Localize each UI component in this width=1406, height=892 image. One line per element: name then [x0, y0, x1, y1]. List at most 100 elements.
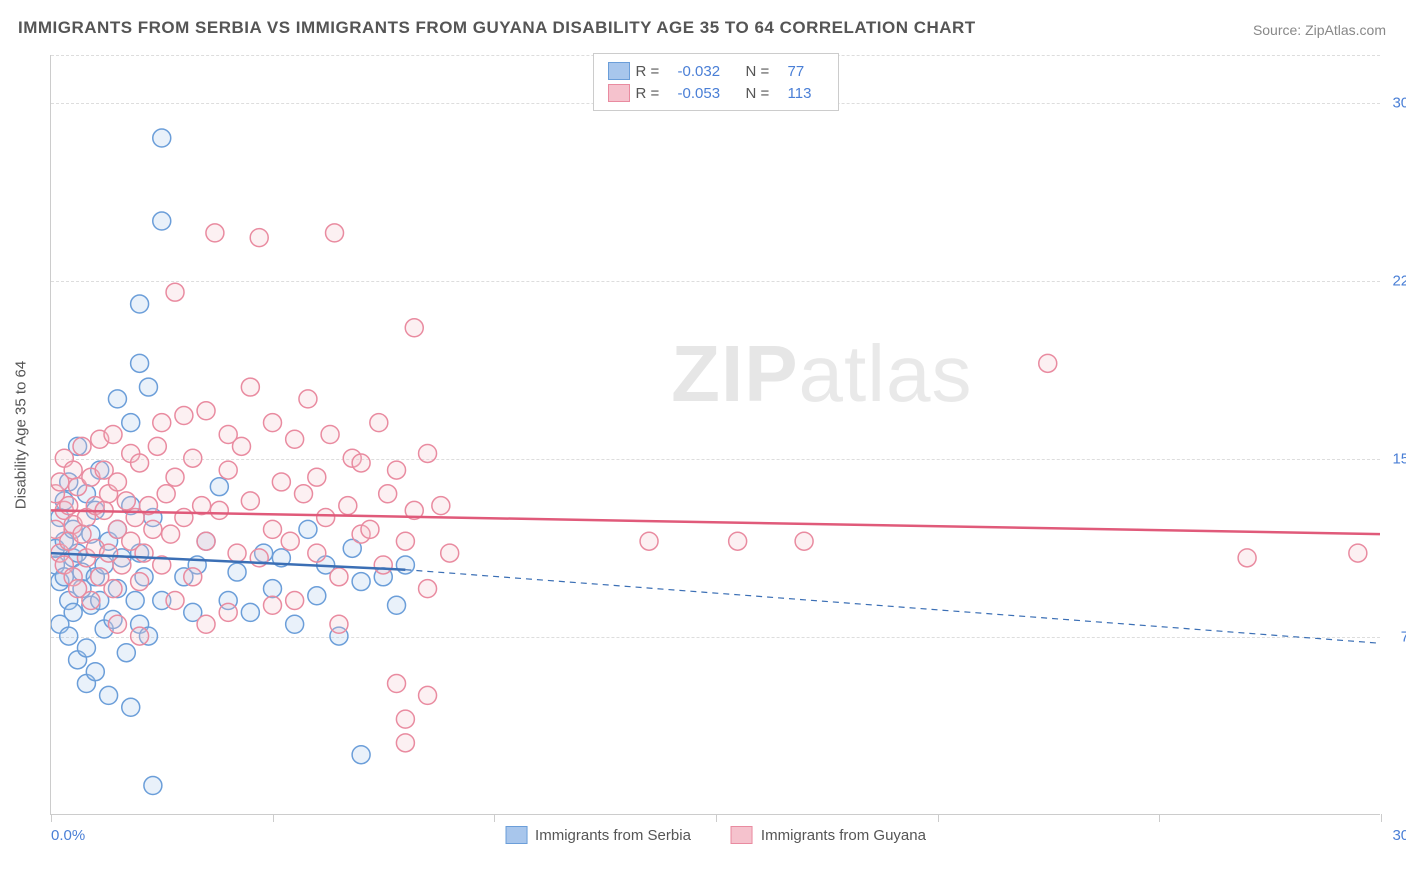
data-point — [264, 414, 282, 432]
data-point — [308, 544, 326, 562]
data-point — [388, 596, 406, 614]
data-point — [104, 426, 122, 444]
data-point — [131, 627, 149, 645]
swatch-serbia-icon — [505, 826, 527, 844]
y-tick-label: 15.0% — [1392, 450, 1406, 467]
data-point — [184, 449, 202, 467]
data-point — [144, 777, 162, 795]
data-point — [339, 497, 357, 515]
data-point — [396, 734, 414, 752]
data-point — [122, 414, 140, 432]
data-point — [640, 532, 658, 550]
data-point — [419, 580, 437, 598]
data-point — [295, 485, 313, 503]
data-point — [396, 532, 414, 550]
data-point — [153, 129, 171, 147]
data-point — [330, 568, 348, 586]
swatch-serbia-icon — [608, 62, 630, 80]
data-point — [197, 615, 215, 633]
data-point — [419, 444, 437, 462]
data-point — [330, 615, 348, 633]
data-point — [228, 563, 246, 581]
data-point — [64, 461, 82, 479]
data-point — [795, 532, 813, 550]
data-point — [166, 283, 184, 301]
legend-label-guyana: Immigrants from Guyana — [761, 827, 926, 844]
data-point — [175, 509, 193, 527]
x-tick — [716, 814, 717, 822]
data-point — [144, 520, 162, 538]
x-tick — [273, 814, 274, 822]
data-point — [153, 414, 171, 432]
data-point — [432, 497, 450, 515]
data-point — [131, 295, 149, 313]
data-point — [108, 473, 126, 491]
data-point — [139, 378, 157, 396]
legend-correlation: R = -0.032 N = 77 R = -0.053 N = 113 — [593, 53, 839, 111]
data-point — [210, 501, 228, 519]
data-point — [77, 639, 95, 657]
data-point — [210, 478, 228, 496]
data-point — [419, 686, 437, 704]
data-point — [352, 746, 370, 764]
x-axis-max-label: 30.0% — [1392, 827, 1406, 844]
data-point — [219, 461, 237, 479]
data-point — [73, 525, 91, 543]
data-point — [361, 520, 379, 538]
data-point — [108, 390, 126, 408]
data-point — [113, 556, 131, 574]
legend-item-serbia: Immigrants from Serbia — [505, 826, 691, 844]
data-point — [126, 592, 144, 610]
y-tick-label: 22.5% — [1392, 272, 1406, 289]
data-point — [388, 675, 406, 693]
data-point — [1039, 354, 1057, 372]
data-point — [272, 473, 290, 491]
data-point — [286, 615, 304, 633]
x-tick — [1381, 814, 1382, 822]
r-label: R = — [636, 63, 672, 80]
r-value-guyana: -0.053 — [678, 85, 740, 102]
data-point — [352, 573, 370, 591]
data-point — [184, 568, 202, 586]
x-tick — [51, 814, 52, 822]
data-point — [264, 580, 282, 598]
data-point — [379, 485, 397, 503]
data-point — [299, 390, 317, 408]
data-point — [286, 430, 304, 448]
data-point — [197, 532, 215, 550]
data-point — [1349, 544, 1367, 562]
data-point — [241, 378, 259, 396]
data-point — [264, 596, 282, 614]
data-point — [286, 592, 304, 610]
legend-series: Immigrants from Serbia Immigrants from G… — [505, 826, 926, 844]
x-tick — [494, 814, 495, 822]
n-label: N = — [746, 63, 782, 80]
data-point — [122, 698, 140, 716]
data-point — [308, 587, 326, 605]
data-point — [131, 354, 149, 372]
x-tick — [938, 814, 939, 822]
data-point — [729, 532, 747, 550]
data-point — [104, 580, 122, 598]
data-point — [250, 229, 268, 247]
r-value-serbia: -0.032 — [678, 63, 740, 80]
data-point — [82, 592, 100, 610]
data-point — [264, 520, 282, 538]
data-point — [219, 603, 237, 621]
data-point — [388, 461, 406, 479]
data-point — [396, 556, 414, 574]
data-point — [405, 319, 423, 337]
data-point — [441, 544, 459, 562]
plot-area: ZIPatlas Disability Age 35 to 64 7.5%15.… — [50, 55, 1380, 815]
data-point — [326, 224, 344, 242]
data-point — [117, 644, 135, 662]
data-point — [157, 485, 175, 503]
data-point — [197, 402, 215, 420]
data-point — [396, 710, 414, 728]
y-tick-label: 7.5% — [1401, 628, 1406, 645]
y-axis-title: Disability Age 35 to 64 — [13, 360, 30, 508]
legend-row-guyana: R = -0.053 N = 113 — [608, 82, 824, 104]
n-value-guyana: 113 — [788, 85, 824, 102]
data-point — [241, 492, 259, 510]
swatch-guyana-icon — [731, 826, 753, 844]
